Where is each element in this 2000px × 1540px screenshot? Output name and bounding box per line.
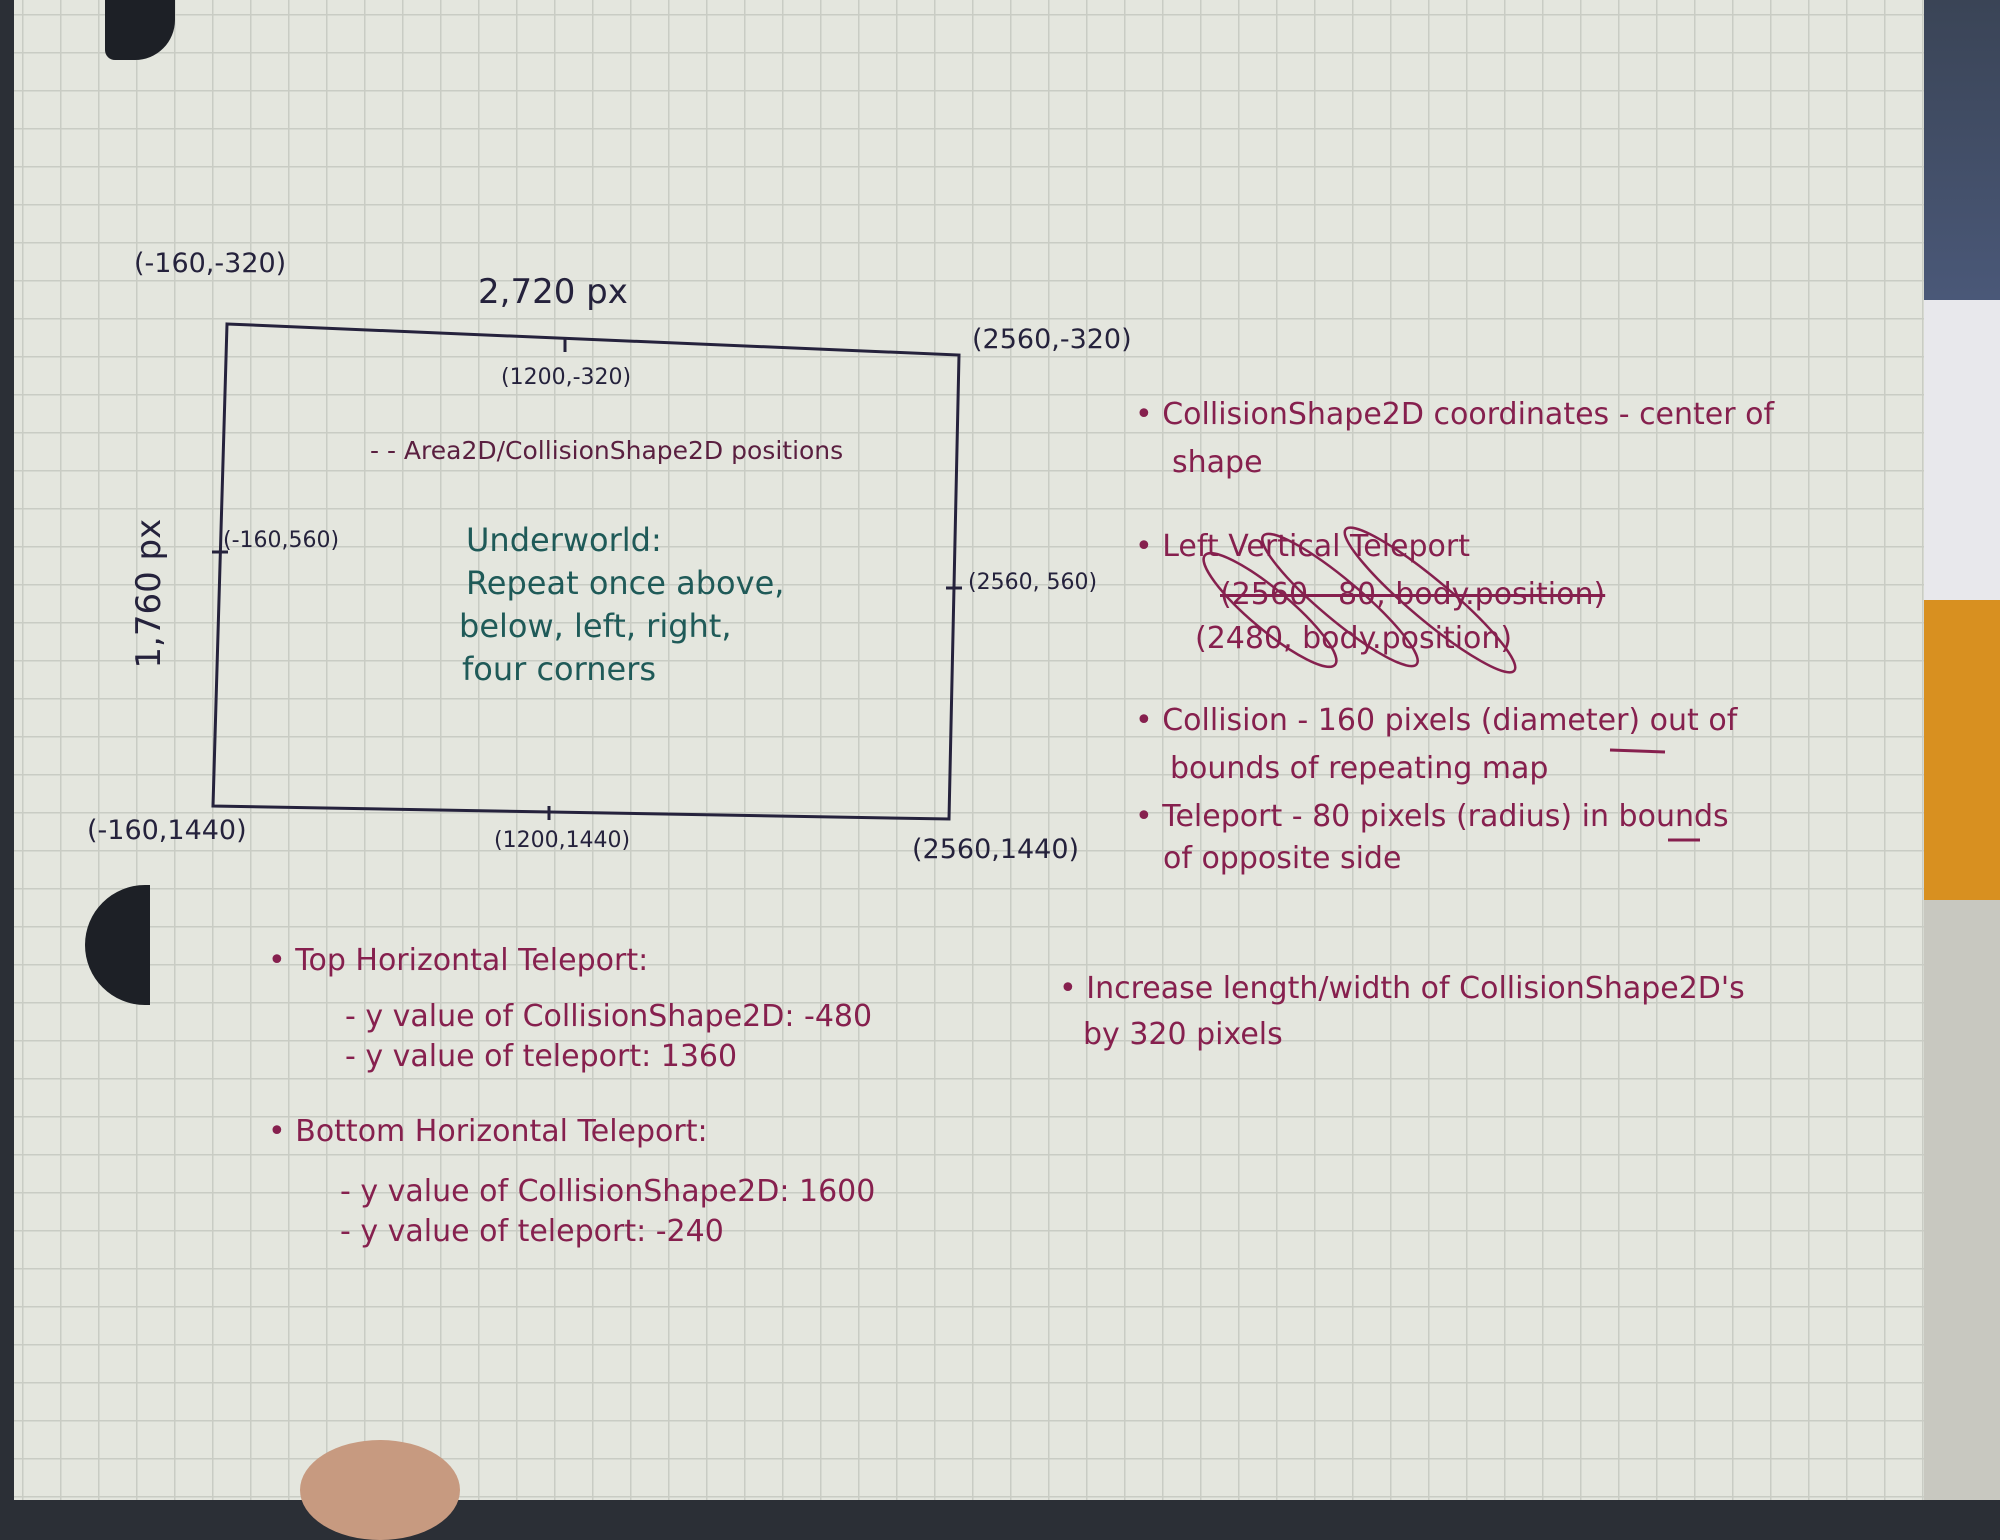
note-line: shape (1172, 445, 1263, 480)
top-teleport-item: - y value of teleport: 1360 (345, 1039, 738, 1074)
background-desk (1920, 0, 2000, 1500)
thumb (300, 1440, 460, 1540)
bottom-teleport-item: - y value of CollisionShape2D: 1600 (340, 1174, 876, 1209)
note-line: • CollisionShape2D coordinates - center … (1135, 397, 1775, 432)
note-line: of opposite side (1163, 841, 1402, 876)
note-line: • Left Vertical Teleport (1135, 529, 1471, 564)
width-label: 2,720 px (478, 272, 628, 312)
label-mid-left: (-160,560) (223, 528, 340, 553)
corner-label-top-right: (2560,-320) (972, 324, 1132, 355)
label-mid-right: (2560, 560) (968, 570, 1098, 595)
note-line: (2480, body.position) (1195, 621, 1513, 656)
top-teleport-title: • Top Horizontal Teleport: (268, 943, 649, 978)
underworld-line: Repeat once above, (466, 564, 785, 602)
bottom-teleport-item: - y value of teleport: -240 (340, 1214, 724, 1249)
corner-label-bottom-left: (-160,1440) (87, 815, 247, 846)
underworld-line: four corners (462, 650, 657, 688)
top-teleport-item: - y value of CollisionShape2D: -480 (345, 999, 873, 1034)
increase-note: • Increase length/width of CollisionShap… (1059, 971, 1745, 1006)
label-bottom-mid: (1200,1440) (494, 828, 631, 853)
increase-note: by 320 pixels (1083, 1017, 1283, 1052)
bottom-teleport-title: • Bottom Horizontal Teleport: (268, 1114, 708, 1149)
legend-text: - - Area2D/CollisionShape2D positions (370, 436, 844, 465)
corner-label-top-left: (-160,-320) (134, 248, 287, 279)
graph-paper (14, 0, 1924, 1500)
map-diagram (211, 322, 1700, 842)
height-label: 1,760 px (129, 518, 170, 669)
note-line: bounds of repeating map (1170, 751, 1549, 786)
label-top-mid: (1200,-320) (501, 365, 632, 390)
out-underline (1609, 748, 1666, 754)
underworld-line: below, left, right, (459, 607, 732, 645)
underworld-title: Underworld: (466, 521, 662, 559)
map-boundary-rectangle (211, 322, 961, 821)
note-line: • Teleport - 80 pixels (radius) in bound… (1135, 799, 1729, 834)
scribble-cross-out (1202, 526, 1517, 674)
corner-label-bottom-right: (2560,1440) (912, 834, 1080, 865)
note-line: (2560 - 80, body.position) (1220, 577, 1606, 612)
note-line: • Collision - 160 pixels (diameter) out … (1135, 703, 1738, 738)
